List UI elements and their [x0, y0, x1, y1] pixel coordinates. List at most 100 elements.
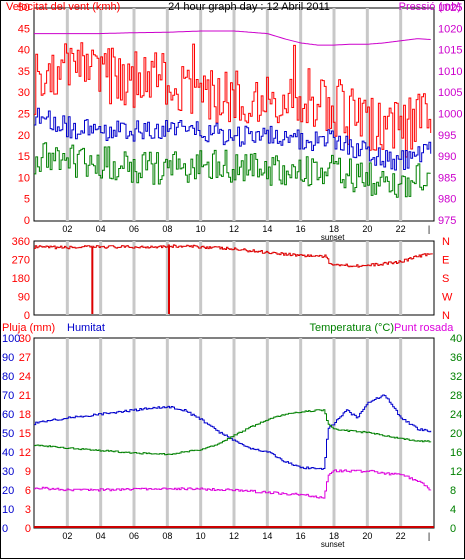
- direction-tick: 90: [18, 292, 30, 304]
- x-tick-label: 14: [262, 531, 272, 541]
- rain-tick: 30: [19, 333, 31, 345]
- sunset-label: sunset: [321, 540, 345, 549]
- x-tick-label: 04: [96, 224, 106, 234]
- humidity-tick: 100: [2, 333, 20, 345]
- right-axis-tick: 1000: [438, 109, 462, 121]
- temperature-tick: 16: [450, 447, 462, 459]
- x-tick-label: 20: [362, 224, 372, 234]
- humidity-tick: 90: [2, 352, 14, 364]
- direction-tick: 0: [24, 310, 30, 322]
- wind-direction-line: [34, 244, 433, 268]
- temperature-tick: 36: [450, 352, 462, 364]
- temperature-tick: 8: [450, 485, 456, 497]
- dewpoint-line: [34, 469, 432, 499]
- x-tick-label: 10: [196, 224, 206, 234]
- left-axis-tick: 35: [18, 66, 30, 78]
- temperature-tick: 24: [450, 409, 462, 421]
- x-tick-label: 18: [329, 531, 339, 541]
- pressure-axis-title: Pressió (mb): [399, 1, 461, 13]
- x-tick-label: 22: [396, 224, 406, 234]
- left-axis-tick: 45: [18, 23, 30, 35]
- rain-axis-title: Pluja (mm): [2, 322, 55, 334]
- gust-line: [34, 42, 432, 158]
- left-axis-tick: 40: [18, 45, 30, 57]
- rain-tick: 6: [25, 485, 31, 497]
- rain-tick: 27: [19, 352, 31, 364]
- temperature-tick: 12: [450, 466, 462, 478]
- temperature-axis-title: Temperatura (°C): [310, 322, 394, 334]
- wind-axis-title: Velocitat del vent (kmh): [6, 1, 120, 13]
- right-axis-tick: 1025: [438, 2, 462, 14]
- average-wind-line: [34, 107, 432, 171]
- x-tick-label: 22: [396, 531, 406, 541]
- humidity-tick: 70: [2, 390, 14, 402]
- rain-tick: 21: [19, 390, 31, 402]
- x-tick-label: 02: [62, 531, 72, 541]
- x-tick-label: 06: [129, 224, 139, 234]
- x-tick-label: 06: [129, 531, 139, 541]
- temperature-line: [34, 409, 432, 456]
- compass-label: W: [442, 292, 453, 304]
- left-axis-tick: 20: [18, 130, 30, 142]
- humidity-tick: 0: [2, 523, 8, 535]
- compass-label: E: [442, 255, 449, 267]
- humidity-tick: 80: [2, 371, 14, 383]
- compass-label: S: [442, 273, 449, 285]
- temperature-tick: 4: [450, 504, 456, 516]
- humidity-line: [34, 394, 432, 470]
- left-axis-tick: 50: [18, 2, 30, 14]
- x-tick-label: 02: [62, 224, 72, 234]
- min-wind-line: [34, 142, 431, 198]
- rain-tick: 9: [25, 466, 31, 478]
- end-tick: |: [428, 224, 430, 234]
- left-axis-tick: 5: [24, 194, 30, 206]
- x-tick-label: 14: [262, 224, 272, 234]
- x-tick-label: 12: [229, 531, 239, 541]
- right-axis-tick: 1005: [438, 87, 462, 99]
- left-axis-tick: 25: [18, 109, 30, 121]
- rain-tick: 24: [19, 371, 31, 383]
- x-tick-label: 16: [296, 224, 306, 234]
- x-tick-label: 20: [362, 531, 372, 541]
- humidity-tick: 40: [2, 447, 14, 459]
- right-axis-tick: 980: [438, 194, 456, 206]
- x-tick-label: 04: [96, 531, 106, 541]
- humidity-tick: 50: [2, 428, 14, 440]
- temperature-tick: 20: [450, 428, 462, 440]
- temperature-tick: 28: [450, 390, 462, 402]
- chart-title: 24 hour graph day : 12 Abril 2011: [168, 1, 330, 13]
- pressure-line: [34, 30, 431, 46]
- humidity-tick: 30: [2, 466, 14, 478]
- humidity-tick: 10: [2, 504, 14, 516]
- rain-tick: 12: [19, 447, 31, 459]
- rain-tick: 0: [25, 523, 31, 535]
- left-axis-tick: 10: [18, 172, 30, 184]
- right-axis-tick: 985: [438, 172, 456, 184]
- humidity-tick: 20: [2, 485, 14, 497]
- rain-tick: 3: [25, 504, 31, 516]
- x-tick-label: 18: [329, 224, 339, 234]
- left-axis-tick: 30: [18, 87, 30, 99]
- dewpoint-axis-title: Punt rosada: [394, 322, 454, 334]
- sunset-label: sunset: [321, 233, 345, 242]
- temperature-tick: 40: [450, 333, 462, 345]
- right-axis-tick: 990: [438, 151, 456, 163]
- x-tick-label: 08: [162, 224, 172, 234]
- right-axis-tick: 1015: [438, 45, 462, 57]
- right-axis-tick: 1010: [438, 66, 462, 78]
- x-tick-label: 12: [229, 224, 239, 234]
- x-tick-label: 10: [196, 531, 206, 541]
- right-axis-tick: 1020: [438, 23, 462, 35]
- temperature-tick: 0: [450, 523, 456, 535]
- end-tick: |: [428, 531, 430, 541]
- left-axis-tick: 0: [24, 215, 30, 227]
- direction-tick: 180: [12, 273, 30, 285]
- rain-tick: 18: [19, 409, 31, 421]
- compass-label: N: [442, 236, 450, 248]
- left-axis-tick: 15: [18, 151, 30, 163]
- rain-tick: 15: [19, 428, 31, 440]
- humidity-axis-title: Humitat: [67, 322, 105, 334]
- x-tick-label: 08: [162, 531, 172, 541]
